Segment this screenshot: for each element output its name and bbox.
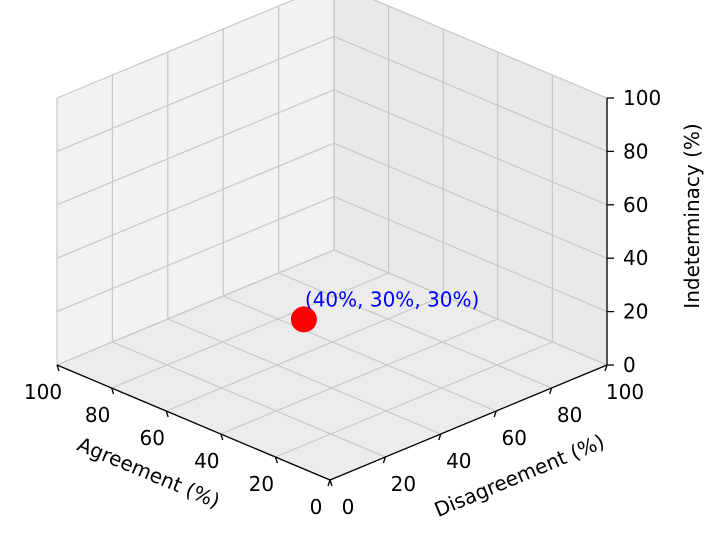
grid-line-z-left-wall [56,35,335,152]
grid-line-z-left-wall [56,142,335,259]
data-point-label: (40%, 30%, 30%) [305,287,479,311]
z-axis-label: Indeterminacy (%) [680,123,704,308]
grid-line-z-right-wall [333,196,608,313]
y-tick-mark [382,456,387,464]
z-tick-label: 60 [623,193,648,217]
grid-line-z-left-wall [56,196,335,313]
grid-line-z-right-wall [333,89,608,206]
x-tick-mark [165,410,169,418]
x-tick-label: 80 [85,403,110,427]
grid-line-z-right-wall [333,35,608,152]
z-tick-label: 0 [623,353,636,377]
back-left-pane [57,0,334,365]
grid-line-x-floor [165,295,444,412]
z-tick-label: 40 [623,246,648,270]
grid-line-z-left-wall [56,249,335,366]
y-tick-mark [327,479,331,487]
y-tick-label: 60 [501,426,526,450]
back-right-pane [334,0,607,365]
y-tick-mark [438,433,442,441]
z-tick-label: 20 [623,300,648,324]
y-tick-mark [604,364,608,372]
axes-panes [57,0,607,480]
grid-line-y-floor [222,295,497,412]
x-axis-line [56,364,331,481]
grid-line-y-floor [167,318,442,435]
x-tick-label: 0 [310,495,323,519]
y-tick-mark [493,410,497,418]
grid-line-z-left-wall [56,89,335,206]
grid-line-z-right-wall [372,0,608,99]
z-tick-label: 100 [623,86,661,110]
grid-line-y-floor [278,272,552,389]
z-tick-label: 80 [623,139,648,163]
x-tick-mark [110,387,115,395]
y-tick-mark [548,387,553,395]
tick-labels: 0 20 40 60 80 100 0 20 40 60 80 100 0 20 40 60 80 100 [24,86,661,519]
y-tick-label: 80 [557,403,582,427]
x-tick-mark [274,456,279,464]
grid-line-z-right-wall [333,142,608,259]
x-tick-mark [220,433,224,441]
grid-line-x-floor [220,318,499,435]
data-points: (40%, 30%, 30%) [290,287,479,333]
y-tick-label: 0 [342,495,355,519]
grid-line-y-floor [112,341,386,458]
x-tick-label: 40 [194,449,219,473]
grid-line-z-right-wall [333,249,608,366]
grid-line-x-floor [275,341,553,458]
data-point [290,306,317,333]
y-tick-label: 40 [446,449,471,473]
grid-line-z-left-wall [56,0,295,99]
x-tick-label: 100 [24,380,62,404]
x-tick-label: 60 [139,426,164,450]
y-tick-label: 20 [391,472,416,496]
grid-line-x-floor [111,272,389,389]
x-tick-mark [56,364,60,372]
y-axis-line [329,364,608,481]
x-tick-label: 20 [249,472,274,496]
axis-lines [56,98,608,481]
tick-marks [56,97,614,487]
y-tick-label: 100 [606,380,644,404]
